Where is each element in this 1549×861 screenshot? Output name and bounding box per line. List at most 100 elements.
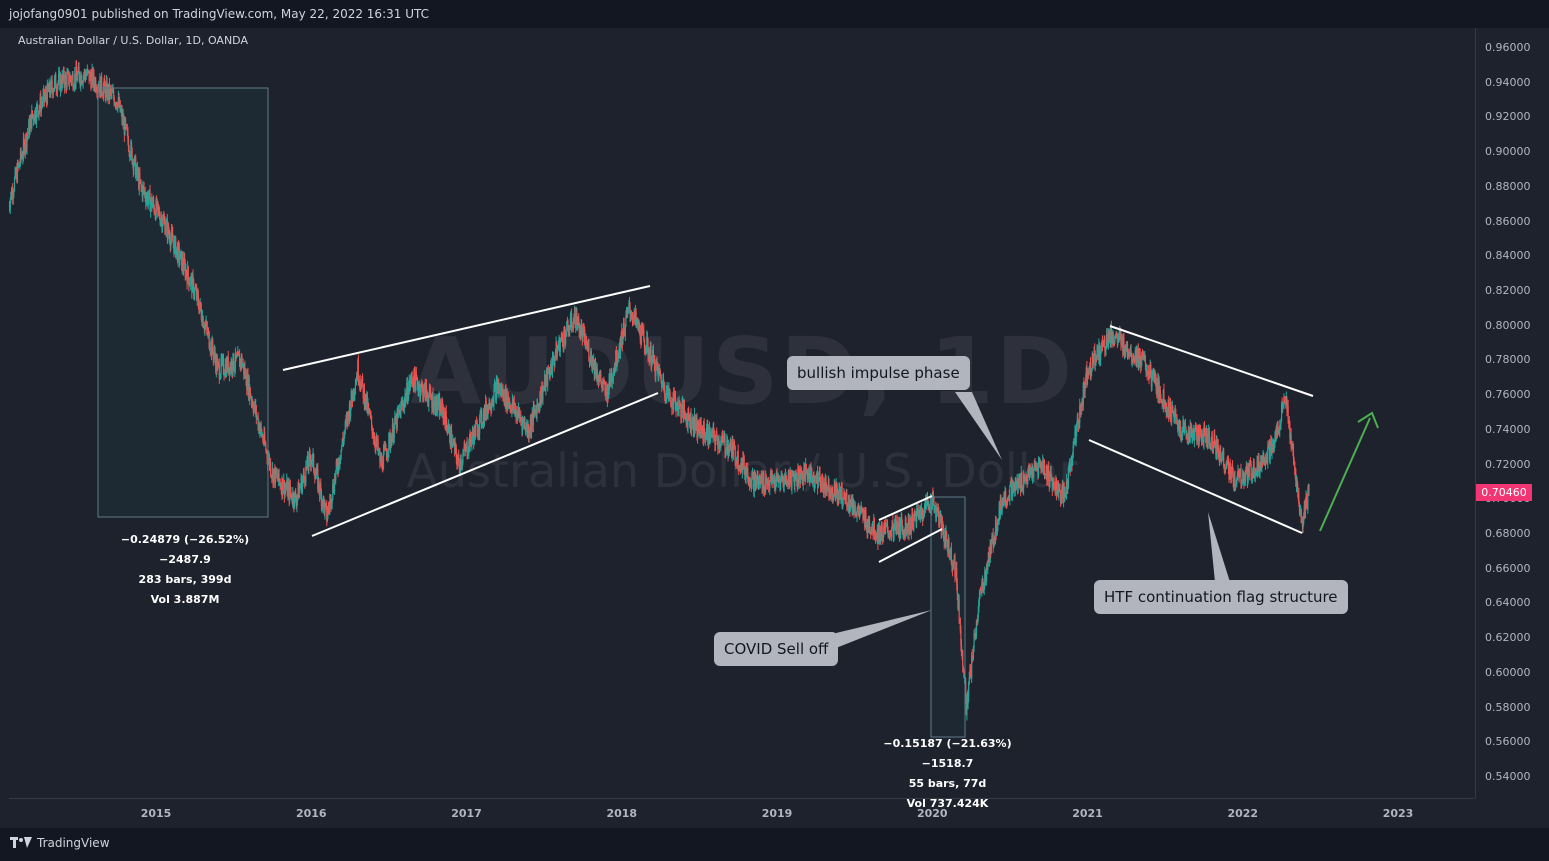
candle-body — [972, 646, 975, 659]
candle-body — [304, 482, 306, 484]
callout-htf-flag[interactable]: HTF continuation flag structure — [1094, 580, 1348, 614]
candle-body — [56, 85, 59, 93]
callout-covid-selloff[interactable]: COVID Sell off — [714, 632, 839, 666]
candle-body — [1044, 475, 1046, 477]
candle-body — [32, 115, 35, 121]
candle-body — [1080, 401, 1083, 414]
candle-body — [1304, 503, 1307, 519]
candle-body — [44, 96, 46, 100]
candle-body — [836, 483, 838, 489]
candle-body — [814, 483, 816, 488]
candle-body — [857, 509, 859, 511]
candle-body — [949, 550, 951, 558]
candle-body — [1073, 443, 1075, 447]
candle-body — [299, 486, 302, 488]
symbol-legend[interactable]: Australian Dollar / U.S. Dollar, 1D, OAN… — [18, 34, 248, 47]
candle-body — [566, 320, 568, 337]
candle-body — [38, 107, 41, 111]
candle-body — [845, 494, 847, 500]
candle-body — [1239, 471, 1241, 478]
candle-body — [680, 413, 683, 418]
candle-body — [409, 382, 411, 389]
candle-body — [1194, 427, 1196, 436]
candle-body — [712, 427, 714, 439]
candle-body — [990, 539, 992, 553]
candle-body — [667, 393, 669, 397]
price-axis[interactable]: 0.96000 0.94000 0.92000 0.90000 0.88000 0.860… — [1475, 28, 1549, 798]
candles-svg — [9, 60, 1310, 721]
candle-body — [734, 446, 736, 463]
candle-body — [835, 483, 837, 497]
candle-body — [729, 445, 731, 452]
candle-body — [1183, 427, 1185, 432]
candle-body — [600, 374, 602, 381]
candle-body — [932, 493, 934, 495]
price-tick: 0.82000 — [1485, 284, 1531, 297]
candle-body — [41, 103, 44, 105]
chart-pane[interactable]: AUDUSD, 1D Australian Dollar / U.S. Doll… — [9, 28, 1475, 798]
candle-body — [270, 462, 272, 476]
candle-body — [1185, 427, 1187, 434]
candle-body — [1027, 473, 1029, 483]
candle-body — [421, 383, 423, 385]
candle-body — [809, 467, 812, 483]
candle-body — [1190, 425, 1192, 433]
candle-body — [298, 488, 300, 499]
candle-body — [1186, 433, 1188, 439]
candle-body — [31, 110, 33, 129]
candle-body — [798, 479, 800, 484]
candle-body — [1085, 379, 1087, 385]
candle-body — [713, 430, 715, 440]
candle-body — [827, 487, 829, 489]
candle-body — [66, 74, 68, 88]
candle-body — [748, 480, 751, 485]
candle-body — [999, 499, 1001, 518]
candle-body — [310, 460, 312, 466]
candle-body — [287, 486, 289, 497]
candle-body — [1068, 464, 1071, 469]
candle-body — [474, 424, 477, 437]
candle-body — [1180, 426, 1182, 439]
candle-body — [859, 512, 862, 514]
candle-body — [276, 473, 278, 479]
callout-bullish-impulse[interactable]: bullish impulse phase — [787, 356, 970, 390]
candle-body — [1297, 483, 1299, 492]
candle-body — [416, 378, 419, 387]
candle-body — [726, 440, 729, 452]
candle-body — [993, 537, 995, 544]
candle-body — [570, 314, 573, 328]
candle-body — [165, 221, 167, 231]
candle-body — [696, 434, 699, 438]
time-axis[interactable]: 2015 2016 2017 2018 2019 2020 2021 2022 2023 — [9, 798, 1475, 829]
candle-body — [1021, 472, 1023, 490]
candle-body — [989, 544, 991, 564]
candle-body — [360, 381, 363, 390]
candle-body — [411, 377, 413, 383]
candle-body — [413, 369, 416, 381]
candle-body — [834, 483, 836, 494]
candle-body — [1030, 471, 1032, 475]
candle-body — [75, 66, 77, 84]
candle-body — [814, 475, 816, 484]
candle-body — [1046, 470, 1049, 481]
candle-body — [1286, 398, 1288, 411]
candle-body — [612, 372, 614, 380]
candle-body — [978, 600, 980, 613]
candle-body — [732, 444, 735, 455]
candle-body — [27, 131, 29, 134]
time-tick: 2019 — [761, 807, 793, 820]
candle-body — [679, 402, 681, 404]
candle-body — [713, 427, 715, 431]
publisher-line: jojofang0901 published on TradingView.co… — [9, 7, 429, 21]
candle-body — [974, 634, 976, 638]
candle-body — [75, 66, 78, 76]
tradingview-logo[interactable]: TradingView — [10, 836, 110, 850]
candle-body — [881, 524, 883, 536]
candle-body — [415, 372, 417, 379]
candle-body — [1033, 470, 1035, 477]
candle-body — [1053, 481, 1055, 487]
candle-body — [684, 412, 686, 414]
candle-body — [1204, 433, 1206, 435]
candle-body — [1177, 424, 1179, 430]
time-tick: 2017 — [451, 807, 482, 820]
